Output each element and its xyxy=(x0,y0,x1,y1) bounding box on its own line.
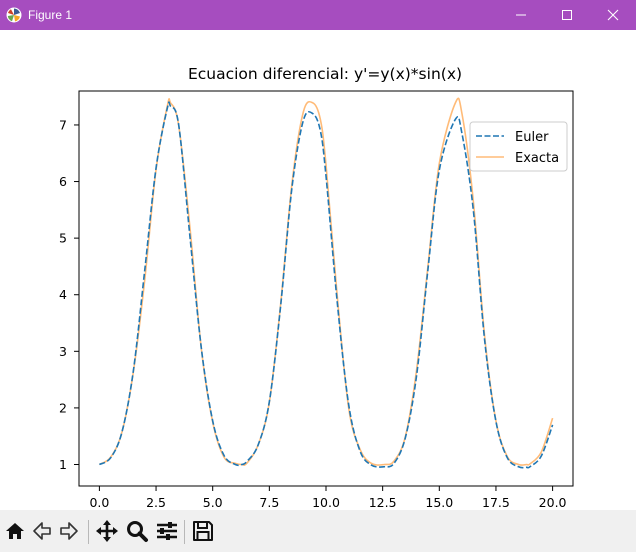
x-axis: 0.0 2.5 5.0 7.5 10.0 12.5 15.0 17.5 20.0 xyxy=(89,486,567,510)
minimize-icon xyxy=(516,14,526,16)
y-tick-label: 3 xyxy=(59,344,67,359)
matplotlib-app-icon xyxy=(6,7,22,23)
forward-button[interactable] xyxy=(56,518,82,544)
back-button[interactable] xyxy=(29,518,55,544)
save-button[interactable] xyxy=(190,518,216,544)
y-tick-label: 4 xyxy=(59,287,67,302)
back-icon xyxy=(33,522,51,540)
close-icon xyxy=(607,9,619,21)
home-button[interactable] xyxy=(2,518,28,544)
y-tick-label: 5 xyxy=(59,231,67,246)
x-tick-label: 17.5 xyxy=(482,495,510,510)
toolbar-separator xyxy=(88,520,89,544)
x-tick-label: 5.0 xyxy=(203,495,223,510)
x-tick-label: 12.5 xyxy=(369,495,397,510)
maximize-icon xyxy=(562,10,572,20)
save-icon xyxy=(193,521,213,541)
figure-canvas[interactable]: Ecuacion diferencial: y'=y(x)*sin(x) 0.0… xyxy=(0,30,636,510)
legend-label-exacta: Exacta xyxy=(515,151,559,166)
x-tick-label: 10.0 xyxy=(312,495,340,510)
minimize-button[interactable] xyxy=(498,0,544,30)
x-tick-label: 0.0 xyxy=(89,495,109,510)
maximize-button[interactable] xyxy=(544,0,590,30)
configure-subplots-button[interactable] xyxy=(154,518,180,544)
chart-title: Ecuacion diferencial: y'=y(x)*sin(x) xyxy=(188,65,462,83)
series-line-euler xyxy=(98,101,554,469)
y-tick-label: 6 xyxy=(59,174,67,189)
plot-lines xyxy=(98,97,554,469)
legend: Euler Exacta xyxy=(469,121,568,172)
legend-box xyxy=(469,121,568,172)
y-tick-label: 7 xyxy=(59,117,67,132)
forward-icon xyxy=(60,522,78,540)
close-button[interactable] xyxy=(590,0,636,30)
pan-icon xyxy=(96,520,118,542)
x-tick-label: 7.5 xyxy=(259,495,279,510)
x-tick-label: 2.5 xyxy=(146,495,166,510)
pan-button[interactable] xyxy=(94,518,120,544)
toolbar-separator xyxy=(184,520,185,544)
home-icon xyxy=(6,523,24,539)
zoom-button[interactable] xyxy=(124,518,150,544)
y-tick-label: 1 xyxy=(59,457,67,472)
configure-subplots-icon xyxy=(157,522,177,540)
x-tick-label: 20.0 xyxy=(539,495,567,510)
line-chart: Ecuacion diferencial: y'=y(x)*sin(x) 0.0… xyxy=(59,65,574,510)
x-tick-label: 15.0 xyxy=(425,495,453,510)
window-titlebar: Figure 1 xyxy=(0,0,636,30)
legend-label-euler: Euler xyxy=(515,130,549,145)
zoom-icon xyxy=(127,521,148,542)
y-tick-label: 2 xyxy=(59,400,67,415)
y-axis: 1 2 3 4 5 6 7 xyxy=(59,117,79,472)
window-title: Figure 1 xyxy=(28,8,73,22)
navigation-toolbar xyxy=(0,510,636,552)
